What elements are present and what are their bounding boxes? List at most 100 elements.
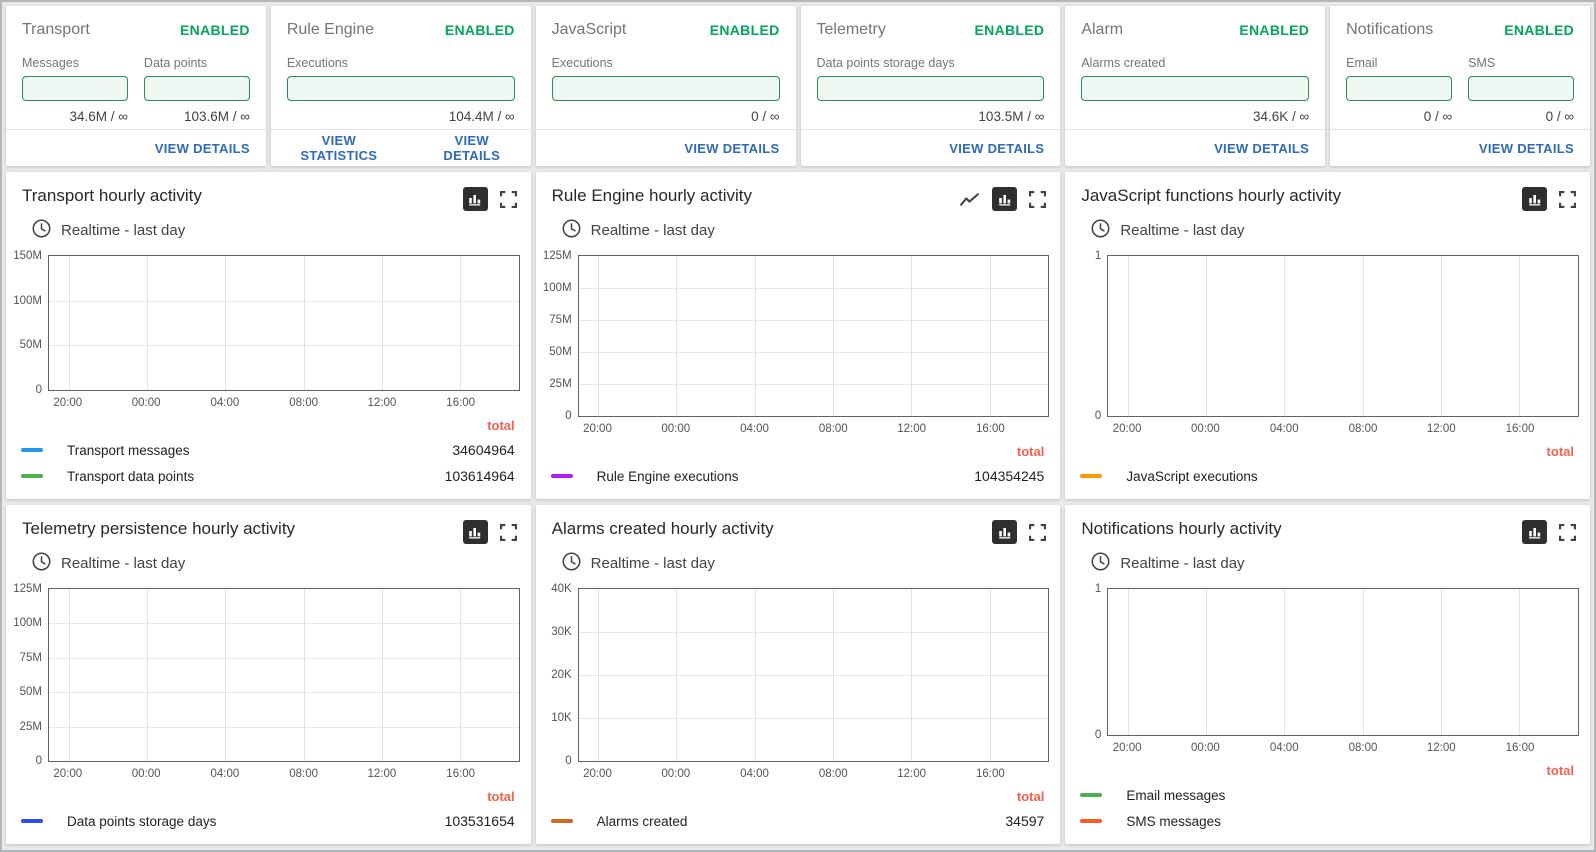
y-tick-label: 0 [565,755,572,767]
timewindow-label[interactable]: Realtime - last day [590,222,715,239]
view-details-button[interactable]: VIEW DETAILS [949,140,1045,156]
bar-chart-icon[interactable] [1522,520,1547,544]
chart-plot[interactable]: 125M 100M 75M 50M 25M 0 [543,250,1050,422]
fullscreen-icon[interactable] [1559,523,1576,541]
legend-row[interactable]: Email messages [1080,782,1574,808]
chart-plot[interactable]: 40K 30K 20K 10K 0 [551,583,1050,767]
x-gridline [68,589,70,761]
x-tick-label: 20:00 [53,397,83,409]
x-tick-label: 00:00 [131,768,161,780]
legend-total-header: total [1546,763,1574,778]
card-title: Alarm [1081,21,1124,38]
metric-label: Data points [143,56,208,70]
x-tick-label: 04:00 [740,423,769,435]
card-title: Transport [22,21,90,38]
series-total: 103531654 [444,813,515,829]
x-tick-label: 08:00 [289,768,319,780]
series-color-swatch [550,819,573,823]
y-tick-label: 25M [19,720,42,733]
fullscreen-icon[interactable] [499,523,517,541]
view-details-button[interactable]: VIEW DETAILS [684,140,780,156]
metric-sms: SMS 0 / ∞ [1468,56,1574,129]
y-tick-label: 0 [1094,410,1102,422]
y-gridline [578,288,1049,289]
series-label: Email messages [1126,787,1226,803]
x-gridline [1362,589,1364,735]
x-gridline [225,256,227,390]
bar-chart-icon[interactable] [992,520,1018,544]
view-details-button[interactable]: VIEW DETAILS [154,140,250,156]
x-tick-label: 08:00 [1348,742,1378,754]
x-tick-label: 00:00 [1191,742,1220,754]
fullscreen-icon[interactable] [1029,190,1047,208]
x-tick-label: 20:00 [1112,423,1142,435]
x-gridline [1362,256,1364,416]
clock-icon [561,551,582,576]
timewindow-label[interactable]: Realtime - last day [61,555,186,572]
chart-title: Telemetry persistence hourly activity [22,519,296,538]
legend-row[interactable]: Data points storage days 103531654 [21,808,515,834]
chart-card-transport-hourly: Transport hourly activity Realtime - las… [6,172,531,499]
legend-total-header: total [487,789,515,804]
series-label: Data points storage days [67,813,217,829]
x-tick-label: 08:00 [1348,423,1378,435]
x-axis: 20:00 00:00 04:00 08:00 12:00 16:00 [48,391,520,414]
usage-card-alarm: Alarm ENABLED Alarms created 34.6K / ∞ V… [1065,6,1326,166]
y-tick-label: 40K [551,583,572,595]
timewindow-label[interactable]: Realtime - last day [61,222,186,239]
legend-row[interactable]: Alarms created 34597 [550,808,1044,834]
x-tick-label: 12:00 [1426,742,1456,754]
legend-row[interactable]: Transport messages 34604964 [21,437,515,463]
x-gridline [833,589,835,761]
x-gridline [754,589,756,761]
legend-row[interactable]: SMS messages [1080,808,1574,834]
bar-chart-icon[interactable] [1522,187,1547,211]
status-badge: ENABLED [444,22,515,38]
metric-alarms-created: Alarms created 34.6K / ∞ [1081,56,1310,129]
timewindow-label[interactable]: Realtime - last day [1120,222,1245,239]
series-label: Alarms created [596,813,688,829]
chart-legend: total Data points storage days 103531654 [6,785,531,844]
view-details-button[interactable]: VIEW DETAILS [1214,140,1310,156]
bar-chart-icon[interactable] [992,187,1018,211]
timewindow-label[interactable]: Realtime - last day [1120,555,1245,572]
chart-plot[interactable]: 125M 100M 75M 50M 25M 0 [13,583,520,767]
x-tick-label: 00:00 [661,423,691,435]
chart-title: Notifications hourly activity [1081,519,1282,538]
bar-chart-icon[interactable] [462,187,488,211]
usage-card-javascript: JavaScript ENABLED Executions 0 / ∞ VIEW… [535,6,796,166]
legend-row[interactable]: Transport data points 103614964 [21,463,515,489]
view-statistics-button[interactable]: VIEW STATISTICS [287,133,391,163]
series-color-swatch [550,474,573,478]
line-chart-icon[interactable] [959,192,980,207]
metric-storage-days: Data points storage days 103.5M / ∞ [816,56,1045,129]
y-gridline [578,675,1049,676]
legend-row[interactable]: JavaScript executions [1080,463,1574,489]
series-label: Transport data points [67,468,195,484]
view-details-button[interactable]: VIEW DETAILS [1478,140,1574,156]
y-gridline [49,623,519,625]
chart-plot[interactable]: 150M 100M 50M 0 [13,250,520,396]
fullscreen-icon[interactable] [499,190,517,208]
status-badge: ENABLED [1504,22,1574,38]
fullscreen-icon[interactable] [1029,523,1047,541]
x-axis: 20:00 00:00 04:00 08:00 12:00 16:00 [578,417,1050,440]
chart-title: JavaScript functions hourly activity [1081,186,1342,205]
legend-row[interactable]: Rule Engine executions 104354245 [550,463,1044,489]
x-gridline [833,256,835,416]
bar-chart-icon[interactable] [462,520,488,544]
fullscreen-icon[interactable] [1559,190,1576,208]
view-details-button[interactable]: VIEW DETAILS [429,133,515,163]
x-tick-label: 00:00 [131,397,161,409]
timewindow-label[interactable]: Realtime - last day [590,555,715,572]
status-badge: ENABLED [974,22,1045,38]
series-color-swatch [21,474,43,478]
y-tick-label: 100M [13,294,42,307]
chart-title: Alarms created hourly activity [551,519,774,538]
x-gridline [1519,256,1521,416]
series-color-swatch [21,819,43,823]
chart-card-telemetry-hourly: Telemetry persistence hourly activity Re… [6,505,531,844]
